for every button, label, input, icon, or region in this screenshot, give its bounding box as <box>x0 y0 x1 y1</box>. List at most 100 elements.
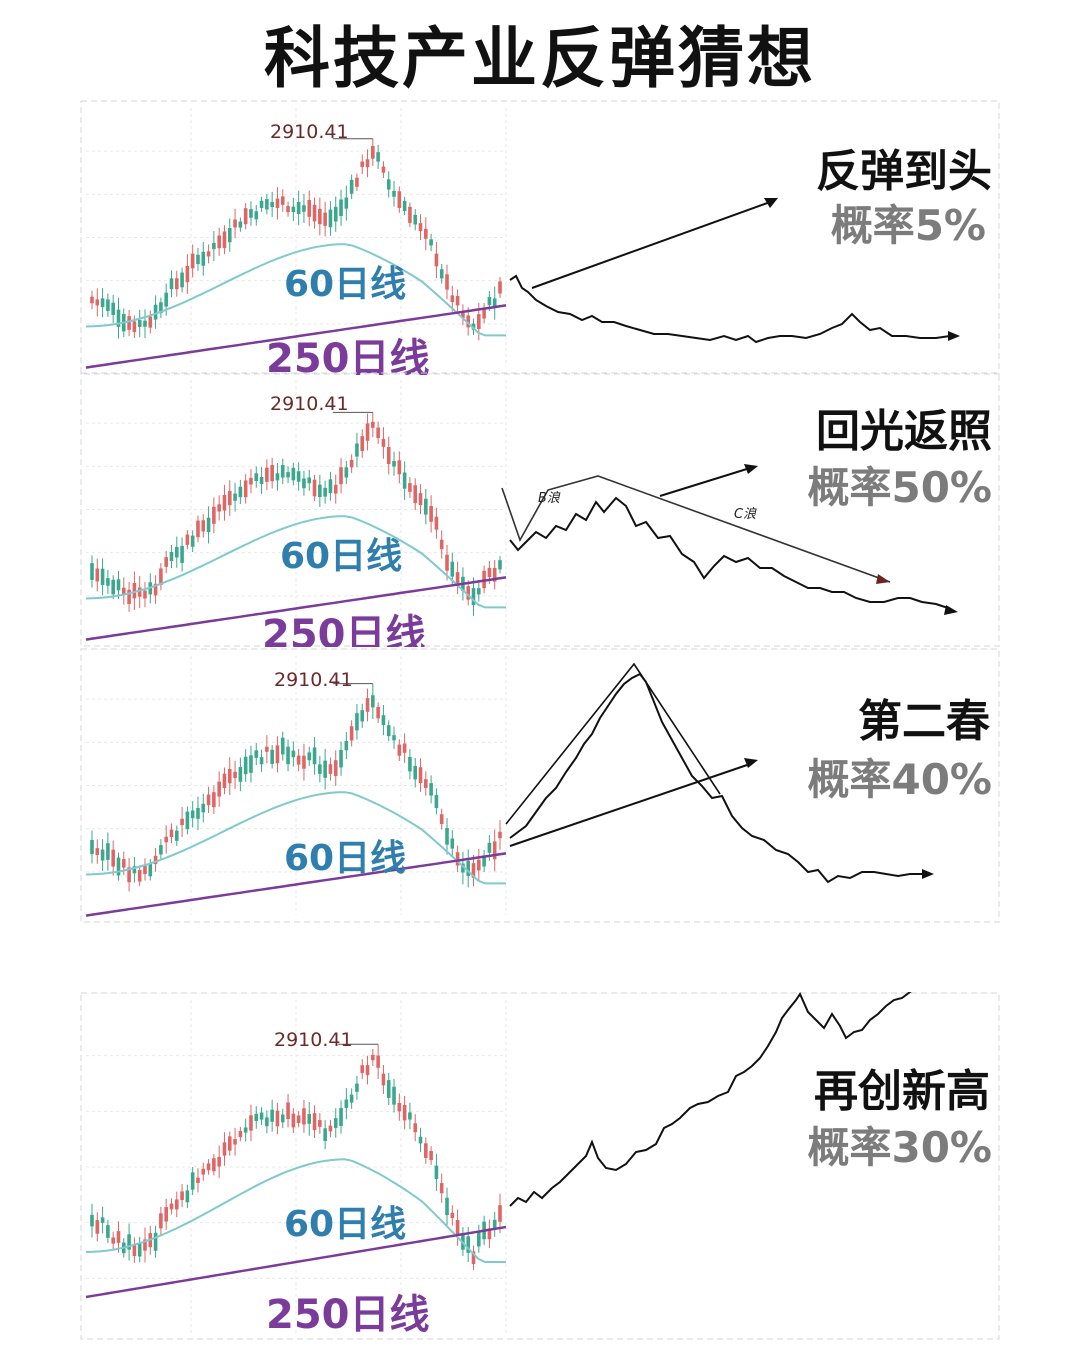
candle-body <box>349 726 354 741</box>
candle-body <box>286 206 290 213</box>
candle-body <box>159 302 163 314</box>
candle-body <box>318 764 322 774</box>
candle-body <box>121 587 126 595</box>
candle-body <box>439 539 444 550</box>
peak-outline <box>505 662 721 825</box>
candle-body <box>95 1220 100 1234</box>
candle-body <box>487 567 492 578</box>
candle-body <box>312 1113 317 1131</box>
candle-body <box>312 747 317 765</box>
wave-b-label: B浪 <box>538 490 561 506</box>
candle-body <box>339 749 343 768</box>
candle-body <box>201 803 206 813</box>
candle-body <box>392 190 396 197</box>
panel-border <box>80 100 1000 375</box>
ma60-label: 60日线 <box>280 536 402 577</box>
candle-body <box>227 490 232 506</box>
candle-body <box>413 485 418 504</box>
candle-body <box>434 794 439 809</box>
scenario-panel-1: 2910.41 60日线 250日线 反弹到头 概率5% <box>80 100 1000 375</box>
candle-body <box>265 1117 269 1127</box>
candle-body <box>365 698 370 712</box>
candle-body <box>127 589 131 605</box>
candle-body <box>196 807 200 819</box>
candle-body <box>275 198 280 209</box>
candle-body <box>169 829 174 837</box>
candle-body <box>471 1251 476 1264</box>
candle-body <box>439 1183 444 1194</box>
panel-border <box>80 992 1000 1340</box>
candle-body <box>254 473 259 482</box>
candle-body <box>371 695 375 708</box>
candle-body <box>355 713 359 731</box>
candle-body <box>307 200 312 217</box>
candle-body <box>402 1105 407 1121</box>
ma60-line <box>85 1158 506 1263</box>
candle-body <box>90 1214 94 1227</box>
candle-body <box>270 1109 274 1122</box>
candle-body <box>159 1213 163 1229</box>
candle-body <box>418 767 423 783</box>
candle-body <box>434 516 439 530</box>
candle-body <box>397 744 402 756</box>
projection-path <box>509 672 922 884</box>
chart-grid <box>86 108 507 367</box>
candle-body <box>148 316 153 328</box>
candle-body <box>429 505 433 522</box>
candle-body <box>392 735 396 741</box>
candle-body <box>116 857 121 876</box>
candle-body <box>397 460 402 475</box>
candle-body <box>381 438 386 447</box>
candle-body <box>222 773 227 789</box>
candle-body <box>323 487 327 497</box>
candle-body <box>429 1150 433 1161</box>
candle-body <box>376 706 380 719</box>
candle-body <box>333 1118 338 1128</box>
candle-body <box>174 830 179 841</box>
candle-body <box>498 1205 502 1222</box>
candle-body <box>402 200 407 212</box>
candle-body <box>169 552 174 562</box>
candle-body <box>185 811 190 830</box>
candle-body <box>392 461 396 467</box>
candle-body <box>466 315 471 328</box>
candle-body <box>360 161 365 167</box>
candle-body <box>466 860 471 876</box>
peak-label: 2910.41 <box>274 1029 353 1051</box>
ma60-line <box>85 243 506 337</box>
candle-body <box>206 794 211 806</box>
candle-body <box>333 760 338 776</box>
candle-body <box>291 467 296 481</box>
candle-body <box>371 1054 375 1061</box>
candle-body <box>243 208 248 225</box>
candle-body <box>227 768 232 784</box>
candle-body <box>307 1113 312 1124</box>
scenario-title: 回光返照 <box>816 406 992 457</box>
candle-body <box>116 579 121 591</box>
candle-body <box>233 1139 237 1145</box>
candle-body <box>196 1177 200 1183</box>
candle-body <box>196 520 200 538</box>
candle-body <box>445 554 449 571</box>
projection-arrowhead <box>948 331 960 341</box>
candle-body <box>466 1236 471 1253</box>
candle-body <box>371 421 375 428</box>
candle-body <box>174 278 179 290</box>
candle-body <box>90 296 94 304</box>
candle-body <box>106 578 110 586</box>
candle-body <box>477 314 481 329</box>
projection-path <box>509 274 951 344</box>
candle-body <box>137 869 142 882</box>
candle-body <box>212 792 216 808</box>
peak-label: 2910.41 <box>274 669 353 691</box>
candle-body <box>397 191 402 208</box>
candle-body <box>111 579 115 595</box>
candle-body <box>323 1128 327 1141</box>
candle-body <box>434 253 439 267</box>
candle-body <box>333 484 338 494</box>
candle-body <box>487 842 492 853</box>
candle-body <box>111 849 115 867</box>
candle-body <box>445 1197 449 1216</box>
candle-body <box>243 756 248 775</box>
candle-body <box>153 304 158 320</box>
